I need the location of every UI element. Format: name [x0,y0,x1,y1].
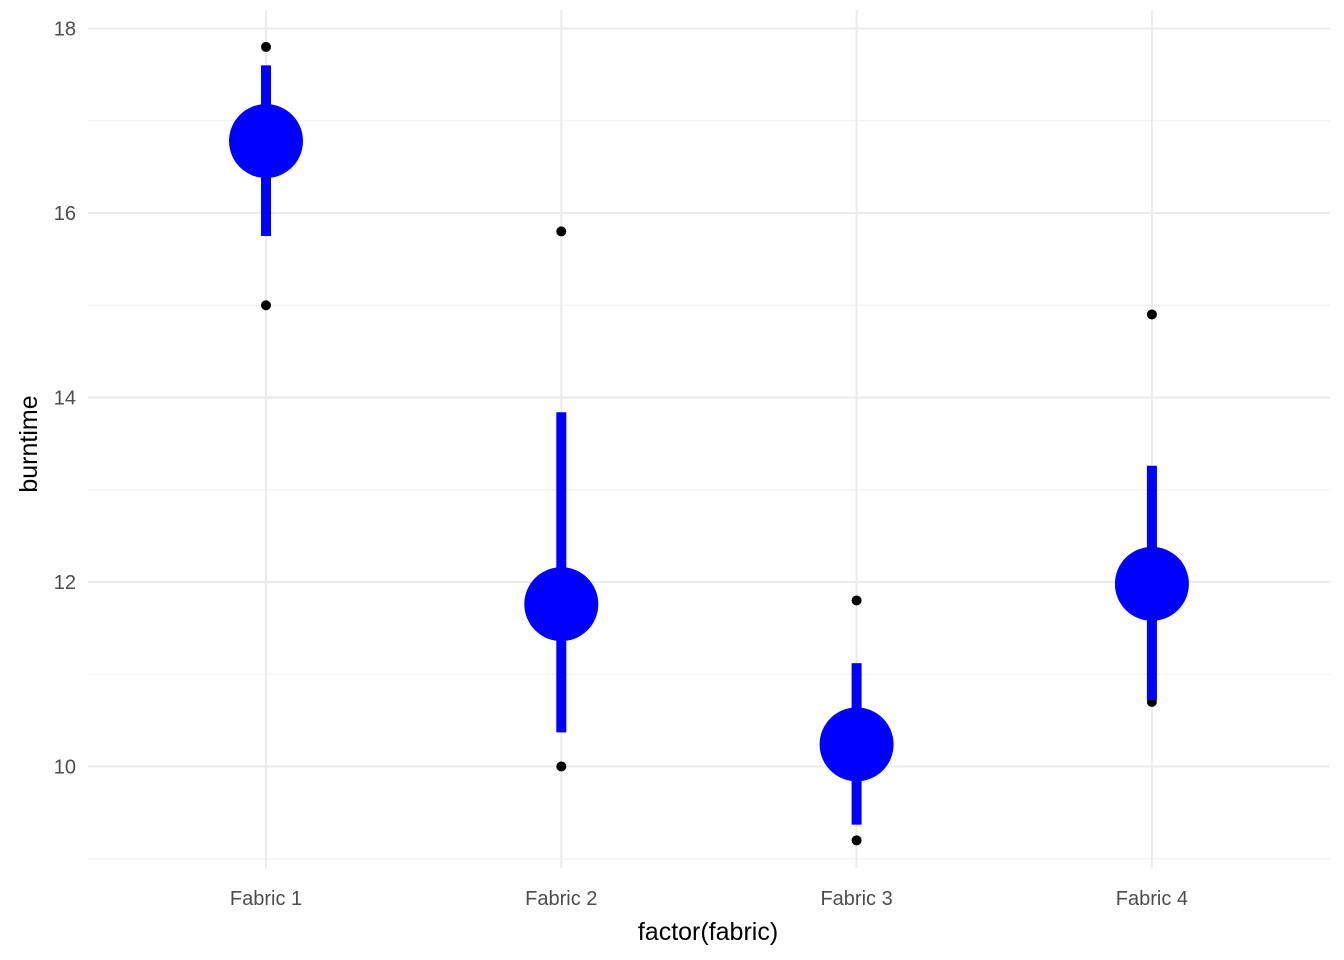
summary-intervals [229,65,1189,825]
x-tick-label: Fabric 2 [525,888,597,910]
y-tick-label: 12 [54,572,76,594]
x-axis-title: factor(fabric) [638,918,778,946]
observation-point [851,835,862,846]
observation-point [556,226,567,237]
y-tick-label: 18 [54,18,76,40]
mean-point [524,567,599,642]
observation-point [261,41,271,52]
mean-point [1114,546,1189,621]
x-tick-label: Fabric 3 [820,888,892,910]
y-tick-label: 10 [54,757,76,779]
x-tick-labels: Fabric 1 Fabric 2 Fabric 3 Fabric 4 [230,888,1188,910]
observation-points [261,41,1157,846]
y-tick-label: 16 [54,203,76,225]
observation-point [851,595,862,606]
y-axis-title: burntime [15,395,43,492]
mean-point [229,104,303,179]
observation-point [1146,309,1157,320]
mean-point [819,707,894,782]
observation-point [556,761,567,772]
x-tick-label: Fabric 1 [230,888,302,910]
observation-point [261,300,271,311]
y-tick-labels: 10 12 14 16 18 [54,18,76,778]
x-tick-label: Fabric 4 [1116,888,1188,910]
y-tick-label: 14 [54,387,76,409]
